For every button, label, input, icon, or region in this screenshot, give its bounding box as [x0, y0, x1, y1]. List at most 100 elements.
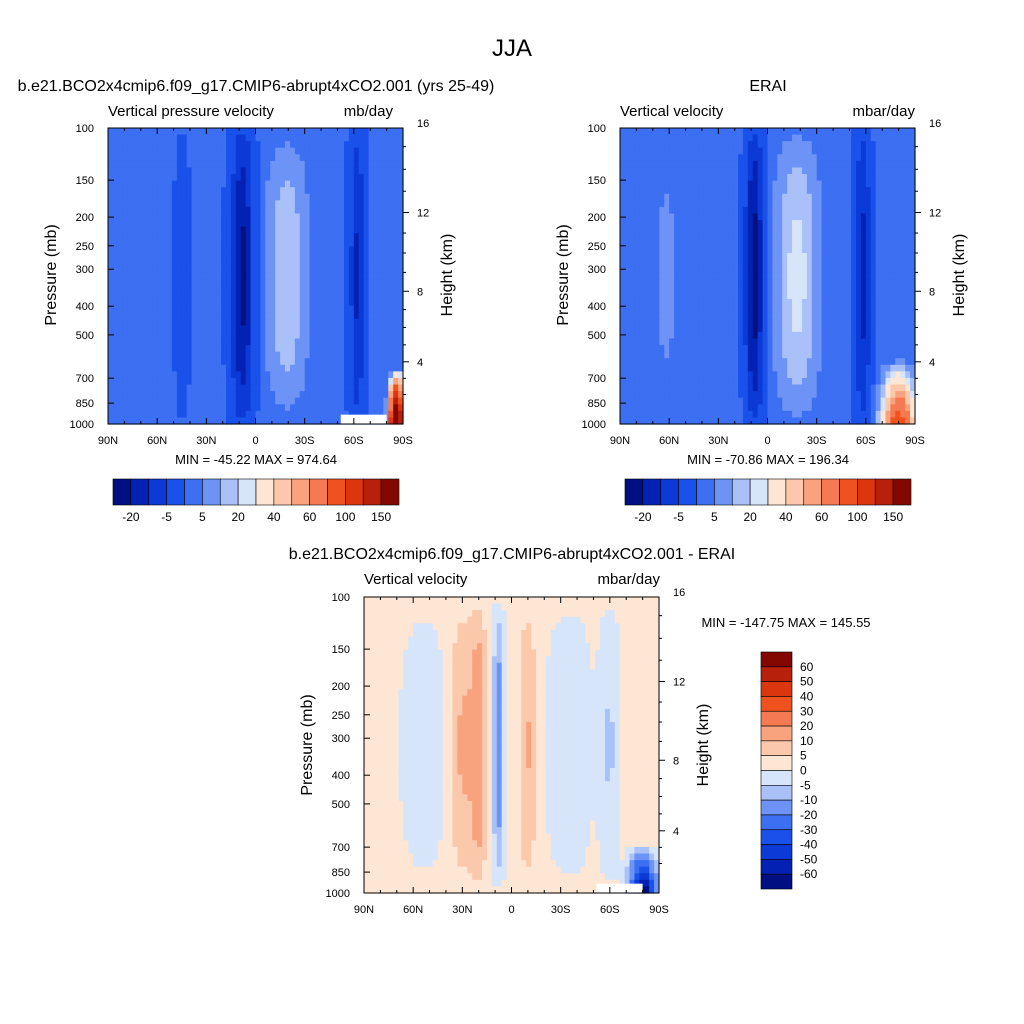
- field-cell: [683, 233, 690, 241]
- field-cell: [368, 364, 375, 372]
- field-cell: [230, 417, 237, 425]
- field-cell: [304, 200, 311, 208]
- field-cell: [846, 206, 852, 215]
- field-cell: [787, 358, 793, 366]
- field-cell: [334, 279, 340, 287]
- field-cell: [816, 305, 823, 313]
- field-cell: [836, 345, 842, 353]
- field-cell: [265, 259, 271, 267]
- field-cell: [728, 200, 734, 208]
- field-cell: [728, 318, 734, 326]
- field-cell: [358, 331, 365, 340]
- field-cell: [752, 252, 759, 261]
- field-cell: [718, 325, 724, 333]
- field-cell: [137, 206, 144, 215]
- field-cell: [806, 358, 813, 366]
- field-cell: [186, 285, 193, 294]
- field-cell: [368, 358, 375, 366]
- field-cell: [693, 318, 700, 326]
- field-cell: [230, 180, 237, 188]
- field-cell: [201, 305, 207, 313]
- field-cell: [334, 292, 340, 300]
- field-cell: [772, 252, 778, 261]
- field-cell: [767, 226, 774, 234]
- colorbar-box: [219, 478, 239, 506]
- field-cell: [348, 331, 355, 340]
- field-cell: [191, 259, 198, 267]
- field-cell: [860, 233, 867, 241]
- field-cell: [117, 187, 124, 195]
- field-cell: [201, 351, 207, 359]
- field-cell: [708, 285, 715, 294]
- field-cell: [181, 312, 188, 320]
- field-cell: [772, 206, 778, 215]
- field-cell: [885, 239, 892, 247]
- field-cell: [398, 266, 404, 274]
- field-cell: [294, 259, 301, 267]
- field-cell: [176, 141, 183, 149]
- field-cell: [191, 246, 198, 254]
- field-cell: [688, 331, 695, 340]
- field-cell: [329, 371, 335, 379]
- field-cell: [137, 259, 144, 267]
- field-cell: [733, 220, 739, 228]
- field-cell: [226, 239, 232, 247]
- field-cell: [865, 154, 872, 162]
- field-cell: [393, 220, 399, 228]
- field-cell: [742, 213, 749, 221]
- field-cell: [265, 272, 271, 280]
- field-cell: [910, 206, 916, 215]
- field-cell: [634, 200, 641, 208]
- field-cell: [900, 331, 906, 340]
- field-cell: [880, 285, 887, 294]
- field-cell: [688, 134, 695, 142]
- field-cell: [767, 325, 774, 333]
- field-cell: [191, 325, 198, 333]
- field-cell: [152, 246, 158, 254]
- field-cell: [856, 305, 862, 313]
- field-cell: [698, 206, 705, 215]
- field-cell: [782, 285, 788, 294]
- field-cell: [393, 160, 399, 169]
- field-cell: [280, 187, 286, 195]
- field-cell: [127, 147, 134, 155]
- field-cell: [250, 206, 257, 215]
- field-cell: [117, 252, 124, 261]
- field-cell: [216, 305, 222, 313]
- field-cell: [856, 226, 862, 234]
- field-cell: [142, 292, 148, 300]
- field-cell: [255, 417, 262, 425]
- field-cell: [669, 331, 675, 340]
- field-cell: [221, 391, 227, 399]
- field-cell: [221, 358, 227, 366]
- field-cell: [792, 331, 798, 340]
- field-cell: [162, 364, 168, 372]
- field-cell: [880, 246, 887, 254]
- field-cell: [782, 174, 788, 182]
- field-cell: [841, 220, 847, 228]
- field-cell: [398, 417, 404, 425]
- field-cell: [713, 147, 719, 155]
- field-cell: [639, 233, 646, 241]
- field-cell: [147, 200, 153, 208]
- field-cell: [167, 404, 173, 412]
- field-cell: [157, 187, 163, 195]
- field-cell: [865, 167, 872, 175]
- field-cell: [856, 134, 862, 142]
- field-cell: [255, 206, 262, 215]
- field-cell: [270, 259, 276, 267]
- field-cell: [806, 246, 813, 254]
- field-cell: [629, 325, 636, 333]
- field-cell: [280, 239, 286, 247]
- field-cell: [309, 345, 316, 353]
- field-cell: [265, 128, 271, 136]
- field-cell: [339, 371, 345, 379]
- field-cell: [669, 141, 675, 149]
- field-cell: [757, 160, 764, 169]
- field-cell: [289, 233, 296, 241]
- field-cell: [738, 331, 744, 340]
- field-cell: [181, 167, 188, 175]
- field-cell: [152, 154, 158, 162]
- field-cell: [767, 259, 774, 267]
- field-cell: [206, 417, 212, 425]
